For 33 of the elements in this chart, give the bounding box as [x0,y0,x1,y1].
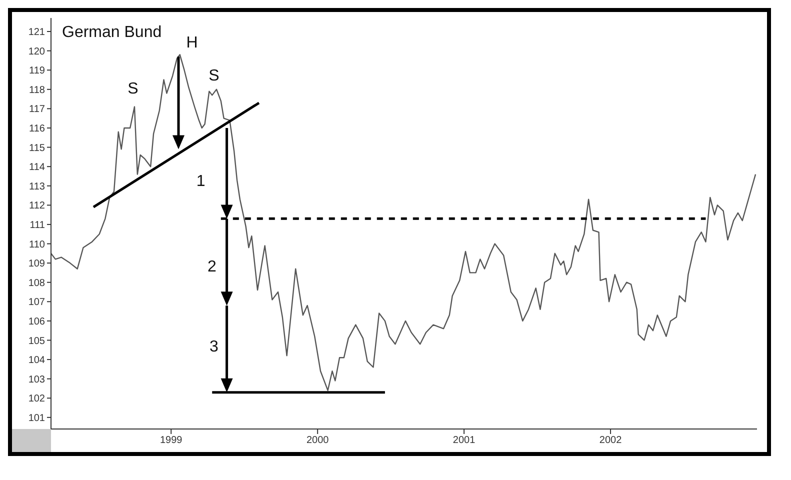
y-tick-label: 115 [29,142,46,154]
y-tick-label: 108 [28,278,46,289]
y-tick-label: 111 [30,220,46,232]
y-tick-label: 118 [29,84,46,96]
y-tick-label: 107 [28,297,46,308]
y-tick-label: 101 [28,412,46,424]
y-tick-label: 112 [29,200,46,212]
annotation: 3 [210,338,219,356]
y-tick-label: 104 [28,355,46,366]
y-tick-label: 105 [28,336,46,347]
x-tick-label: 2001 [452,435,476,446]
x-tick-label: 2002 [599,435,622,446]
y-tick-label: 113 [29,181,46,192]
y-tick-label: 117 [29,104,46,116]
y-tick-label: 116 [29,124,46,135]
annotation: 2 [208,258,217,276]
annotation: 1 [196,173,206,190]
y-tick-label: 114 [29,162,46,174]
x-tick-label: 2000 [306,435,330,446]
annotation: S [128,80,138,98]
y-tick-label: 106 [28,316,46,328]
y-tick-label: 119 [29,66,46,77]
y-tick-label: 102 [28,394,46,405]
y-tick-label: 103 [28,374,46,386]
annotation: H [186,34,198,52]
line-series [51,54,756,392]
y-tick-label: 109 [28,258,46,270]
chart-title: German Bund [62,24,162,42]
y-tick-label: 121 [28,27,46,38]
y-tick-label: 120 [28,46,46,58]
annotation: S [208,68,220,84]
x-tick-label: 1999 [160,435,183,446]
y-tick-label: 110 [29,239,46,250]
